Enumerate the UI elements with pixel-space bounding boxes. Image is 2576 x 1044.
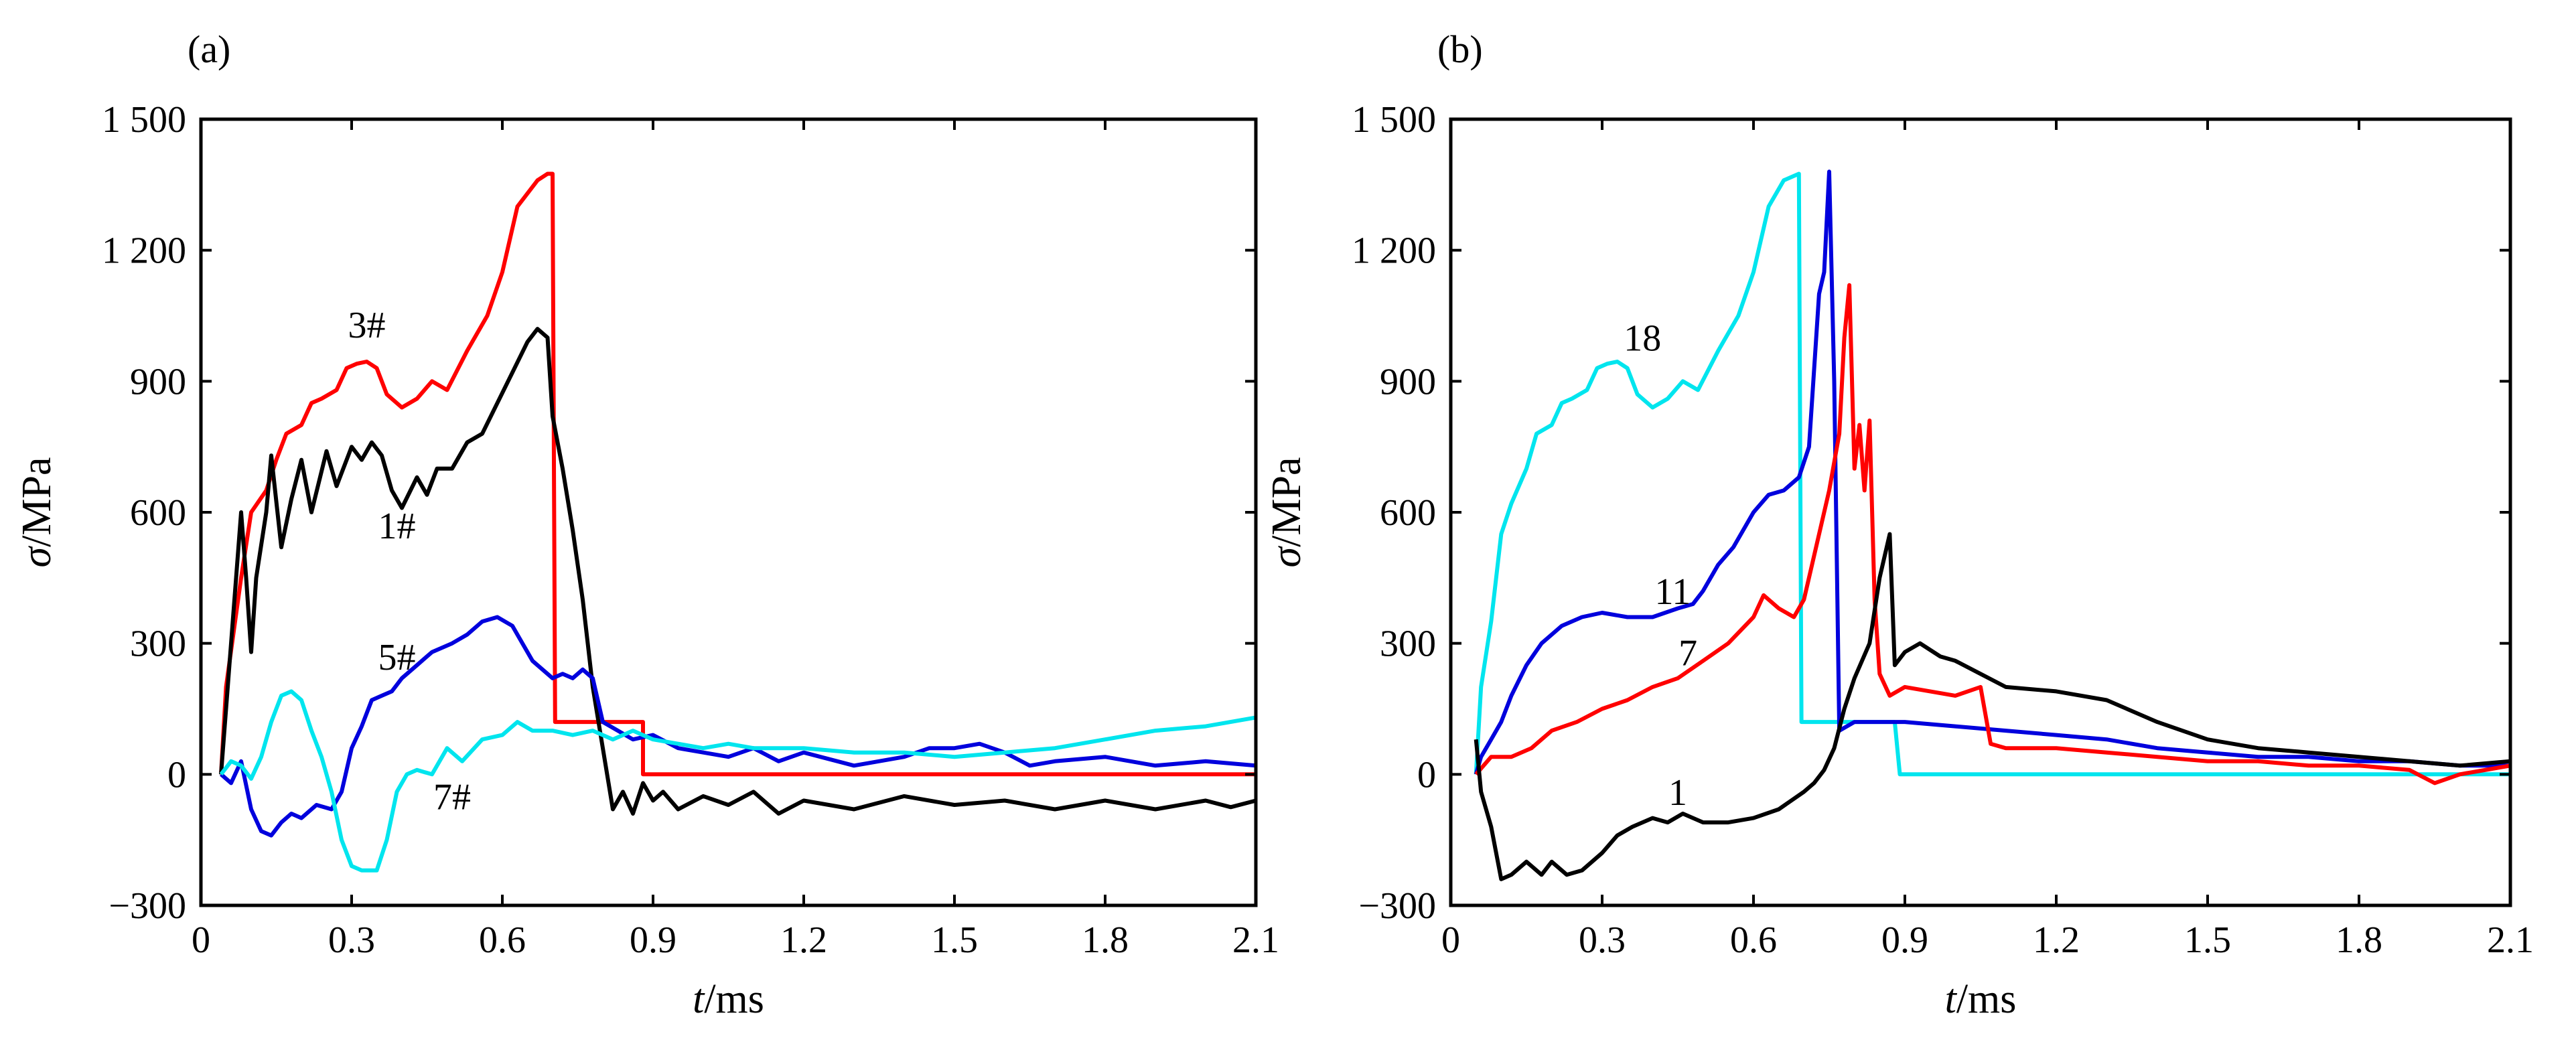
y-tick-label-a-6: 1 500 — [102, 99, 186, 141]
panel-label-a: (a) — [188, 27, 230, 71]
x-tick-label-b-3: 0.9 — [1881, 919, 1928, 961]
y-axis-label-a: σ/MPa — [14, 457, 60, 568]
y-axis-unit-a: /MPa — [14, 457, 60, 547]
y-tick-label-b-5: 1 200 — [1352, 230, 1436, 272]
panel-a: (a)3#1#5#7#0 0.3 0.6 0.9 1.2 1.5 1.8 2.1−300030… — [14, 27, 1279, 1022]
x-tick-label-b-7: 2.1 — [2487, 919, 2534, 961]
x-tick-label-a-4: 1.2 — [780, 919, 827, 961]
y-tick-label-b-3: 600 — [1380, 492, 1436, 534]
x-tick-label-b-6: 1.8 — [2336, 919, 2382, 961]
x-tick-label-b-0: 0 — [1441, 919, 1460, 961]
y-axis-label-b: σ/MPa — [1264, 457, 1309, 568]
x-tick-label-a-5: 1.5 — [931, 919, 978, 961]
x-axis-label-b: t/ms — [1945, 976, 2017, 1022]
x-axis-unit-a: /ms — [704, 976, 764, 1022]
series-label-b-2: 7 — [1678, 632, 1697, 674]
y-tick-label-b-2: 300 — [1380, 623, 1436, 665]
series-label-a-3: 7# — [433, 777, 471, 818]
y-tick-label-a-5: 1 200 — [102, 230, 186, 272]
series-label-b-1: 11 — [1655, 571, 1691, 613]
plot-frame-b — [1449, 117, 2512, 907]
x-tick-label-a-0: 0 — [192, 919, 210, 961]
series-line-b-1 — [1474, 169, 2510, 775]
y-tick-label-a-1: 0 — [167, 754, 186, 796]
y-axis-var-a: σ — [14, 545, 60, 567]
y-tick-label-b-6: 1 500 — [1352, 99, 1436, 141]
x-axis-label-a: t/ms — [693, 976, 764, 1022]
y-tick-label-b-1: 0 — [1417, 754, 1436, 796]
x-tick-label-b-4: 1.2 — [2033, 919, 2080, 961]
x-tick-label-b-2: 0.6 — [1730, 919, 1777, 961]
x-axis-var-b: t — [1945, 976, 1958, 1022]
x-tick-label-a-7: 2.1 — [1232, 919, 1279, 961]
y-tick-label-b-0: −300 — [1358, 885, 1436, 927]
series-line-a-1 — [219, 327, 1256, 816]
panel-label-b: (b) — [1437, 27, 1483, 71]
x-axis-unit-b: /ms — [1956, 976, 2017, 1022]
y-tick-label-a-4: 900 — [130, 361, 186, 402]
series-label-a-2: 5# — [378, 637, 416, 678]
plot-frame-a — [199, 117, 1258, 907]
x-tick-label-a-1: 0.3 — [328, 919, 375, 961]
x-tick-label-a-6: 1.8 — [1082, 919, 1129, 961]
x-tick-label-b-1: 0.3 — [1579, 919, 1626, 961]
y-tick-label-a-0: −300 — [109, 885, 186, 927]
series-line-a-3 — [219, 689, 1256, 873]
series-label-a-1: 1# — [378, 506, 416, 547]
y-axis-var-b: σ — [1264, 545, 1309, 567]
x-tick-label-a-2: 0.6 — [479, 919, 526, 961]
series-line-a-0 — [219, 171, 1256, 777]
series-label-b-0: 18 — [1624, 318, 1661, 360]
x-tick-label-b-5: 1.5 — [2184, 919, 2231, 961]
series-line-a-2 — [220, 615, 1256, 838]
y-tick-label-a-3: 600 — [130, 492, 186, 534]
y-axis-unit-b: /MPa — [1264, 457, 1309, 547]
series-label-a-0: 3# — [348, 305, 386, 346]
series-label-b-3: 1 — [1668, 772, 1687, 814]
series-line-b-2 — [1474, 283, 2510, 786]
x-tick-label-a-3: 0.9 — [630, 919, 676, 961]
y-tick-label-b-4: 900 — [1380, 361, 1436, 402]
x-axis-var-a: t — [693, 976, 705, 1022]
series-line-b-0 — [1474, 171, 2510, 777]
series-line-b-3 — [1474, 532, 2510, 881]
y-tick-label-a-2: 300 — [130, 623, 186, 665]
